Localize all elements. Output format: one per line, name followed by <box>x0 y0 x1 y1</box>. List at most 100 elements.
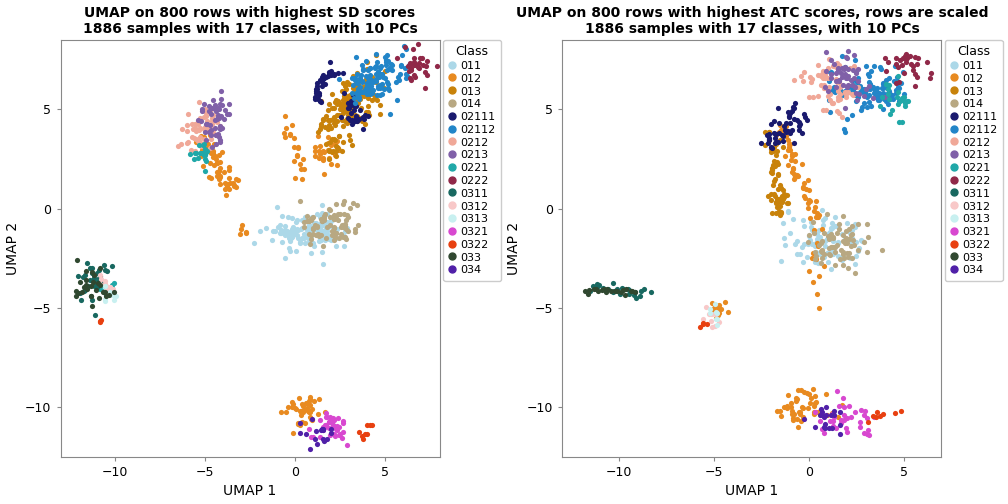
Point <box>199 117 215 125</box>
Point <box>338 235 354 243</box>
Point <box>264 236 280 244</box>
Point <box>821 74 837 82</box>
Point <box>333 105 349 113</box>
Point <box>348 117 364 125</box>
Point <box>278 124 294 132</box>
Point <box>410 59 426 67</box>
Point <box>793 242 809 250</box>
Point <box>337 227 353 235</box>
Point <box>803 218 820 226</box>
Point <box>283 214 299 222</box>
Point <box>314 116 331 124</box>
Point <box>208 116 224 124</box>
Point <box>302 413 319 421</box>
Point <box>830 66 846 74</box>
Point <box>362 80 378 88</box>
Point <box>815 84 832 92</box>
Point <box>341 109 357 117</box>
Point <box>314 221 331 229</box>
Point <box>812 247 829 256</box>
Point <box>356 83 372 91</box>
Point <box>336 92 352 100</box>
Point <box>370 82 386 90</box>
Point <box>769 203 785 211</box>
Point <box>795 179 811 187</box>
Point <box>401 61 417 70</box>
Point <box>839 424 855 432</box>
Point <box>328 242 344 250</box>
Point <box>705 299 721 307</box>
Point <box>214 149 230 157</box>
Point <box>191 138 207 146</box>
Point <box>356 115 372 123</box>
Point <box>338 96 354 104</box>
Point <box>219 182 235 191</box>
Point <box>856 85 872 93</box>
Point <box>199 146 215 154</box>
Point <box>771 129 787 137</box>
Point <box>384 67 400 75</box>
Point <box>789 116 805 124</box>
Point <box>844 83 860 91</box>
Point <box>836 125 852 134</box>
Point <box>793 417 809 425</box>
Point <box>314 242 331 250</box>
Point <box>196 162 212 170</box>
Point <box>861 78 877 86</box>
Point <box>823 108 839 116</box>
Point <box>320 72 336 80</box>
Point <box>785 215 801 223</box>
Point <box>806 241 823 249</box>
Point <box>816 84 833 92</box>
Point <box>845 81 861 89</box>
Point <box>323 58 339 67</box>
Point <box>806 203 823 211</box>
Point <box>319 223 335 231</box>
Point <box>370 72 386 80</box>
Point <box>329 161 345 169</box>
Point <box>348 228 364 236</box>
Point <box>881 87 897 95</box>
Point <box>281 232 297 240</box>
Point <box>784 410 800 418</box>
Point <box>313 236 330 244</box>
Point <box>343 94 359 102</box>
Point <box>773 412 789 420</box>
Point <box>846 51 862 59</box>
Point <box>829 388 845 396</box>
Point <box>238 229 254 237</box>
Point <box>872 94 888 102</box>
Point <box>326 70 342 78</box>
Point <box>190 138 206 146</box>
Point <box>285 229 301 237</box>
Point <box>360 86 376 94</box>
Point <box>284 233 300 241</box>
Point <box>627 288 643 296</box>
Point <box>809 92 826 100</box>
Point <box>799 389 815 397</box>
Point <box>303 415 320 423</box>
Point <box>763 168 779 176</box>
Point <box>787 150 803 158</box>
Point <box>91 279 107 287</box>
Point <box>357 111 373 119</box>
Point <box>82 276 98 284</box>
Point <box>766 157 782 165</box>
Point <box>321 121 337 130</box>
Point <box>374 70 390 78</box>
Point <box>219 180 235 188</box>
Point <box>349 70 365 78</box>
Point <box>763 148 779 156</box>
Point <box>836 254 852 262</box>
Point <box>823 411 839 419</box>
Point <box>284 223 300 231</box>
Point <box>347 94 363 102</box>
Point <box>298 212 314 220</box>
Point <box>827 411 843 419</box>
Point <box>824 242 840 250</box>
Point <box>896 69 912 77</box>
Point <box>776 234 792 242</box>
Point <box>844 76 860 84</box>
Point <box>327 151 343 159</box>
Point <box>301 230 318 238</box>
